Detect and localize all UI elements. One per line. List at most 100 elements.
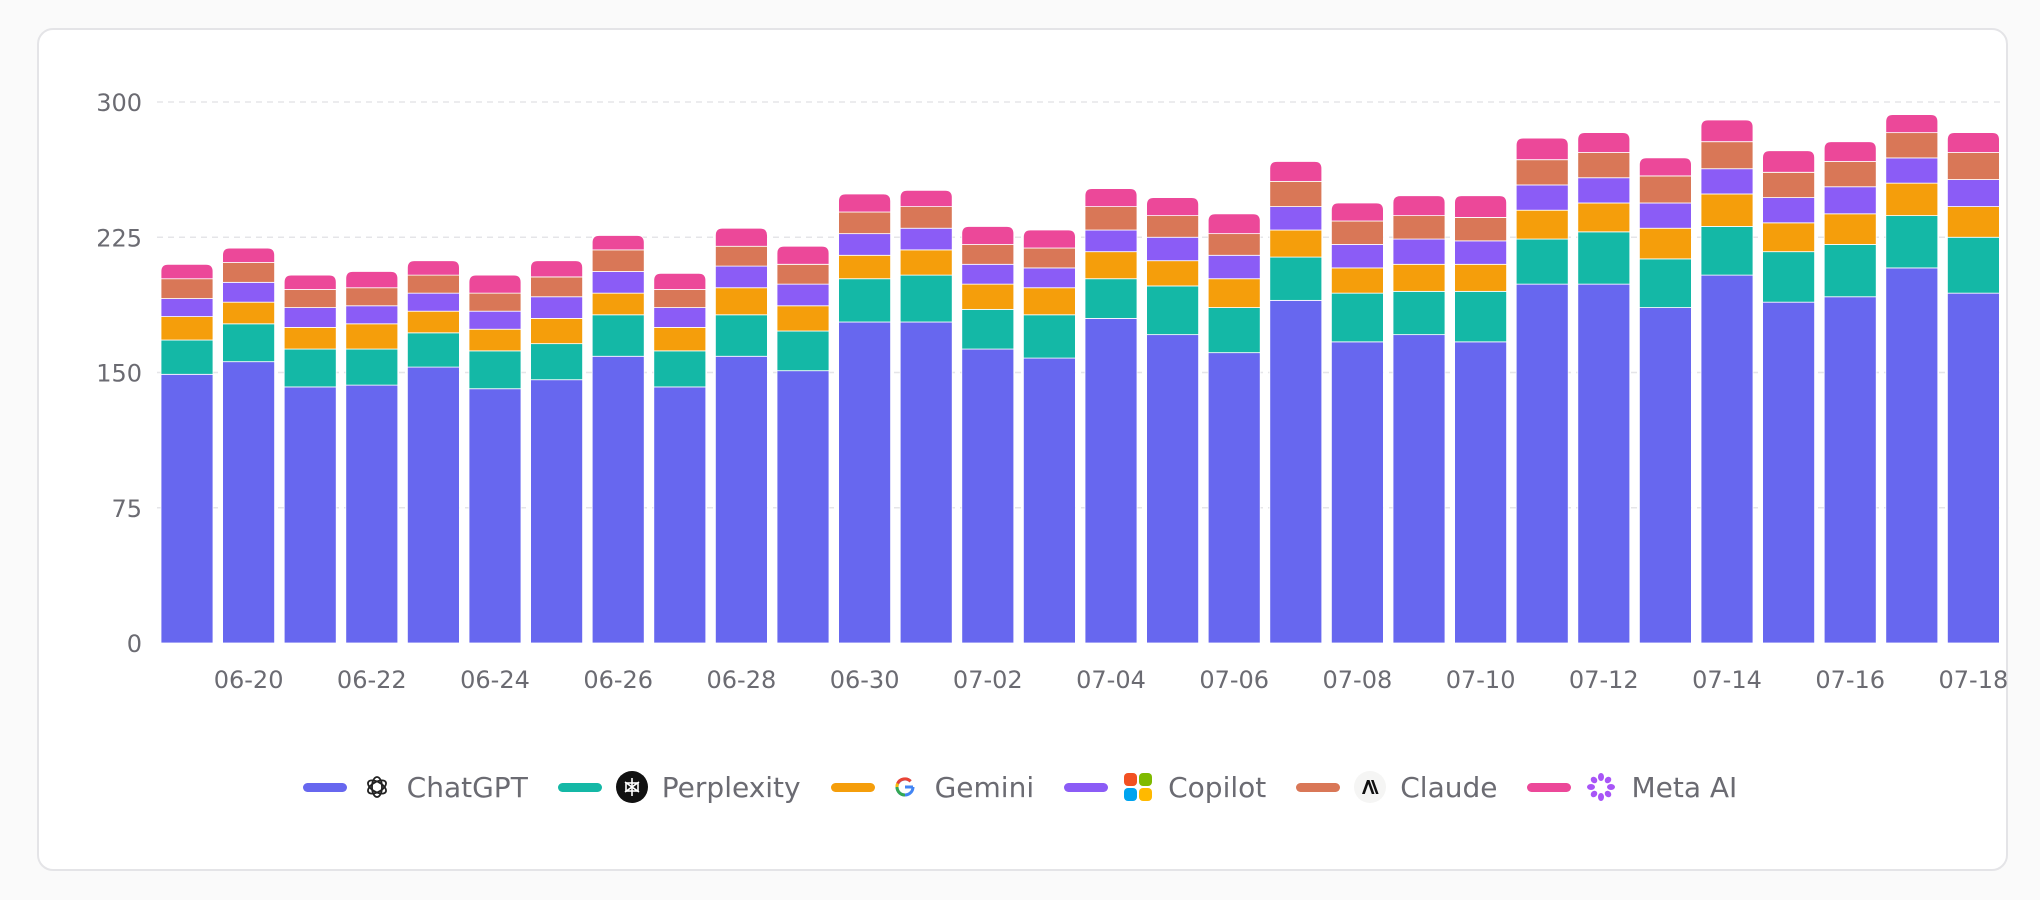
bar-segment-chatgpt[interactable] (283, 386, 337, 644)
bar-segment-meta-ai[interactable] (776, 245, 830, 265)
bar-segment-copilot[interactable] (776, 283, 830, 307)
bar-segment-perplexity[interactable] (345, 348, 399, 386)
bar-segment-meta-ai[interactable] (1823, 141, 1877, 162)
bar-segment-copilot[interactable] (1207, 254, 1261, 280)
bar-segment-perplexity[interactable] (530, 343, 583, 381)
bar-segment-claude[interactable] (1392, 215, 1446, 240)
bar-segment-copilot[interactable] (468, 310, 522, 330)
bar-segment-copilot[interactable] (1084, 229, 1138, 253)
bar-segment-claude[interactable] (1762, 171, 1815, 198)
bar-segment-claude[interactable] (345, 287, 399, 307)
bar-stack[interactable] (406, 260, 460, 644)
bar-segment-perplexity[interactable] (838, 278, 891, 323)
bar-segment-gemini[interactable] (961, 283, 1015, 310)
bar-segment-meta-ai[interactable] (1700, 119, 1754, 143)
bar-stack[interactable] (1639, 157, 1692, 644)
bar-segment-perplexity[interactable] (1639, 258, 1692, 308)
bar-segment-copilot[interactable] (653, 307, 707, 328)
bar-segment-chatgpt[interactable] (715, 355, 768, 644)
bar-segment-claude[interactable] (530, 276, 583, 298)
bar-segment-copilot[interactable] (1947, 179, 2000, 207)
bar-segment-copilot[interactable] (1823, 186, 1877, 215)
bar-segment-perplexity[interactable] (715, 314, 768, 357)
bar-stack[interactable] (222, 247, 276, 644)
bar-segment-gemini[interactable] (1885, 182, 1939, 217)
bar-segment-chatgpt[interactable] (1454, 341, 1507, 644)
bar-segment-perplexity[interactable] (1577, 231, 1631, 285)
bar-segment-perplexity[interactable] (591, 314, 645, 357)
bar-segment-claude[interactable] (591, 249, 645, 272)
bar-segment-perplexity[interactable] (1823, 244, 1877, 298)
bar-segment-claude[interactable] (1331, 220, 1384, 245)
bar-segment-meta-ai[interactable] (468, 274, 522, 294)
bar-segment-perplexity[interactable] (1084, 278, 1138, 319)
bar-segment-gemini[interactable] (1762, 222, 1815, 253)
bar-segment-copilot[interactable] (1331, 244, 1384, 269)
bar-segment-copilot[interactable] (899, 227, 953, 251)
bar-segment-copilot[interactable] (961, 263, 1015, 285)
bar-stack[interactable] (715, 227, 768, 644)
bar-segment-chatgpt[interactable] (1084, 317, 1138, 644)
bar-segment-meta-ai[interactable] (1762, 150, 1815, 173)
bar-segment-gemini[interactable] (838, 254, 891, 280)
bar-segment-gemini[interactable] (1947, 206, 2000, 238)
bar-segment-perplexity[interactable] (1146, 285, 1199, 336)
bar-segment-meta-ai[interactable] (961, 226, 1015, 245)
bar-segment-claude[interactable] (838, 211, 891, 235)
bar-stack[interactable] (283, 274, 337, 644)
bar-segment-claude[interactable] (160, 278, 214, 299)
bar-segment-perplexity[interactable] (1331, 292, 1384, 343)
bar-segment-meta-ai[interactable] (345, 271, 399, 289)
bar-stack[interactable] (1762, 150, 1815, 644)
bar-stack[interactable] (776, 245, 830, 644)
bar-segment-meta-ai[interactable] (1392, 195, 1446, 217)
bar-stack[interactable] (1023, 229, 1076, 644)
bar-segment-gemini[interactable] (530, 317, 583, 345)
bar-segment-claude[interactable] (1269, 180, 1323, 207)
bar-stack[interactable] (1515, 137, 1569, 644)
bar-segment-gemini[interactable] (345, 323, 399, 350)
bar-segment-copilot[interactable] (1146, 236, 1199, 262)
bar-segment-perplexity[interactable] (468, 350, 522, 390)
bar-segment-perplexity[interactable] (1269, 256, 1323, 301)
bar-segment-claude[interactable] (1639, 175, 1692, 204)
bar-segment-meta-ai[interactable] (1454, 195, 1507, 218)
bar-segment-claude[interactable] (715, 245, 768, 267)
bar-segment-gemini[interactable] (1207, 278, 1261, 308)
bar-segment-perplexity[interactable] (283, 348, 337, 388)
bar-segment-perplexity[interactable] (1515, 238, 1569, 285)
legend-item-gemini[interactable]: Gemini (830, 771, 1034, 804)
bar-segment-meta-ai[interactable] (1577, 132, 1631, 153)
bar-segment-chatgpt[interactable] (1515, 283, 1569, 644)
bar-segment-gemini[interactable] (468, 328, 522, 352)
bar-segment-claude[interactable] (1823, 161, 1877, 188)
bar-stack[interactable] (838, 193, 891, 644)
bar-segment-chatgpt[interactable] (406, 366, 460, 644)
bar-segment-gemini[interactable] (653, 327, 707, 352)
bar-segment-copilot[interactable] (1269, 206, 1323, 231)
bar-segment-meta-ai[interactable] (1084, 188, 1138, 207)
bar-segment-meta-ai[interactable] (1885, 114, 1939, 134)
bar-segment-claude[interactable] (1700, 141, 1754, 170)
bar-segment-chatgpt[interactable] (530, 379, 583, 644)
bar-segment-claude[interactable] (1577, 152, 1631, 179)
bar-stack[interactable] (591, 235, 645, 644)
bar-segment-meta-ai[interactable] (1947, 132, 2000, 153)
bar-segment-chatgpt[interactable] (1947, 292, 2000, 644)
bar-segment-perplexity[interactable] (1023, 314, 1076, 359)
bar-segment-chatgpt[interactable] (1392, 334, 1446, 644)
bar-segment-perplexity[interactable] (1700, 226, 1754, 276)
bar-segment-gemini[interactable] (1084, 251, 1138, 280)
bar-segment-perplexity[interactable] (899, 274, 953, 323)
bar-segment-copilot[interactable] (345, 305, 399, 325)
bar-segment-meta-ai[interactable] (1639, 157, 1692, 177)
bar-stack[interactable] (1947, 132, 2000, 644)
bar-segment-perplexity[interactable] (160, 339, 214, 375)
bar-segment-gemini[interactable] (776, 305, 830, 332)
bar-stack[interactable] (1207, 213, 1261, 644)
bar-segment-gemini[interactable] (1023, 287, 1076, 316)
bar-segment-copilot[interactable] (1454, 240, 1507, 265)
bar-segment-chatgpt[interactable] (776, 370, 830, 644)
bar-segment-gemini[interactable] (715, 287, 768, 316)
bar-segment-chatgpt[interactable] (468, 388, 522, 644)
